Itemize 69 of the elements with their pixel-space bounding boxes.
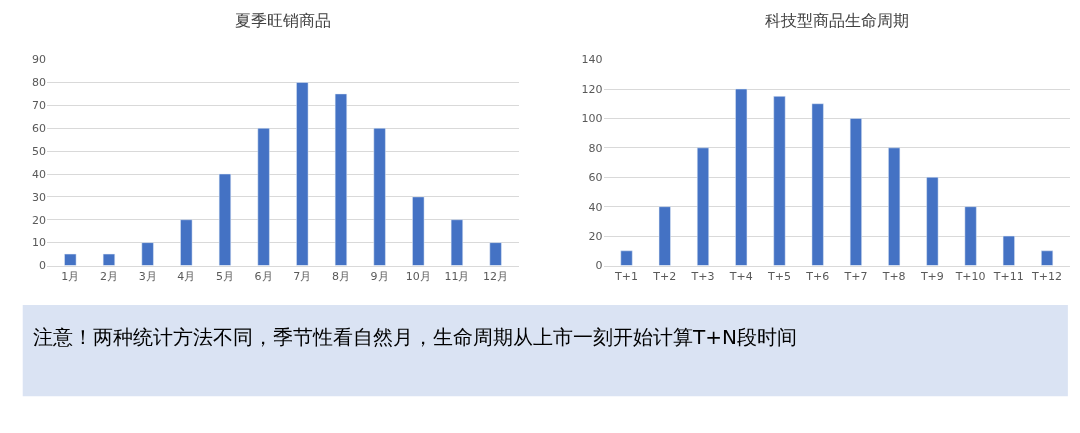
bar bbox=[334, 93, 347, 266]
x-tick-label: T+4 bbox=[728, 269, 753, 283]
x-tick-label: 3月 bbox=[138, 269, 157, 283]
bar bbox=[888, 147, 901, 266]
bar bbox=[141, 242, 154, 266]
bar bbox=[735, 88, 748, 266]
bar bbox=[296, 82, 309, 266]
bar bbox=[964, 206, 977, 266]
y-tick-label: 20 bbox=[588, 229, 603, 243]
x-tick-label: T+2 bbox=[652, 269, 677, 283]
bar bbox=[1041, 250, 1054, 266]
bar bbox=[697, 147, 709, 266]
x-tick-label: 9月 bbox=[370, 269, 389, 283]
y-tick-label: 80 bbox=[588, 141, 603, 155]
y-tick-label: 60 bbox=[32, 122, 47, 136]
y-tick-label: 40 bbox=[588, 200, 603, 214]
y-tick-label: 120 bbox=[581, 82, 603, 96]
y-tick-label: 70 bbox=[32, 99, 47, 113]
bar bbox=[620, 250, 633, 266]
text: 注意！两种统计方法不同，季节性看自然月，生命周期从上市一刻开始计算T+N段时间 bbox=[33, 325, 797, 349]
y-tick-label: 50 bbox=[32, 144, 47, 158]
x-tick-label: T+12 bbox=[1031, 269, 1063, 283]
x-tick-label: T+5 bbox=[766, 269, 791, 283]
x-tick-label: T+11 bbox=[992, 269, 1024, 283]
x-tick-label: 1月 bbox=[61, 269, 80, 283]
x-tick-label: T+10 bbox=[954, 269, 986, 283]
x-tick-label: T+1 bbox=[614, 269, 639, 283]
x-tick-label: 12月 bbox=[483, 269, 509, 283]
y-tick-label: 40 bbox=[32, 167, 47, 181]
y-tick-label: 10 bbox=[32, 236, 47, 250]
bar bbox=[773, 96, 786, 266]
bar bbox=[64, 253, 77, 266]
bar bbox=[218, 173, 231, 266]
y-tick-label: 60 bbox=[588, 171, 603, 185]
bar bbox=[450, 219, 463, 266]
x-tick-label: 6月 bbox=[254, 269, 273, 283]
bar bbox=[257, 127, 270, 266]
chart-title: 夏季旺销商品 bbox=[235, 11, 331, 30]
x-tick-label: 8月 bbox=[331, 269, 350, 283]
x-tick-label: T+3 bbox=[690, 269, 715, 283]
y-tick-label: 20 bbox=[32, 213, 47, 227]
y-tick-label: 30 bbox=[32, 190, 47, 204]
y-tick-label: 0 bbox=[595, 259, 603, 273]
bar bbox=[373, 127, 386, 266]
x-tick-label: 10月 bbox=[405, 269, 431, 283]
y-tick-label: 90 bbox=[32, 53, 47, 67]
y-tick-label: 100 bbox=[581, 112, 603, 126]
x-tick-label: T+8 bbox=[881, 269, 906, 283]
x-tick-label: 2月 bbox=[99, 269, 118, 283]
x-tick-label: 11月 bbox=[444, 269, 470, 283]
y-tick-label: 140 bbox=[581, 53, 603, 67]
x-tick-label: T+7 bbox=[843, 269, 868, 283]
chart-title: 科技型商品生命周期 bbox=[765, 11, 909, 30]
bar bbox=[102, 253, 116, 266]
x-tick-label: T+6 bbox=[805, 269, 830, 283]
bar bbox=[926, 177, 939, 266]
y-tick-label: 0 bbox=[39, 259, 47, 273]
bar bbox=[489, 242, 502, 266]
x-tick-label: 7月 bbox=[293, 269, 312, 283]
y-tick-label: 80 bbox=[32, 76, 47, 90]
x-tick-label: 5月 bbox=[215, 269, 234, 283]
bar bbox=[180, 219, 193, 266]
bar bbox=[811, 103, 824, 266]
bar bbox=[1002, 235, 1015, 266]
bar bbox=[849, 118, 862, 266]
bar bbox=[658, 206, 671, 266]
x-tick-label: 4月 bbox=[177, 269, 196, 283]
bar bbox=[412, 196, 425, 266]
x-tick-label: T+9 bbox=[919, 269, 944, 283]
